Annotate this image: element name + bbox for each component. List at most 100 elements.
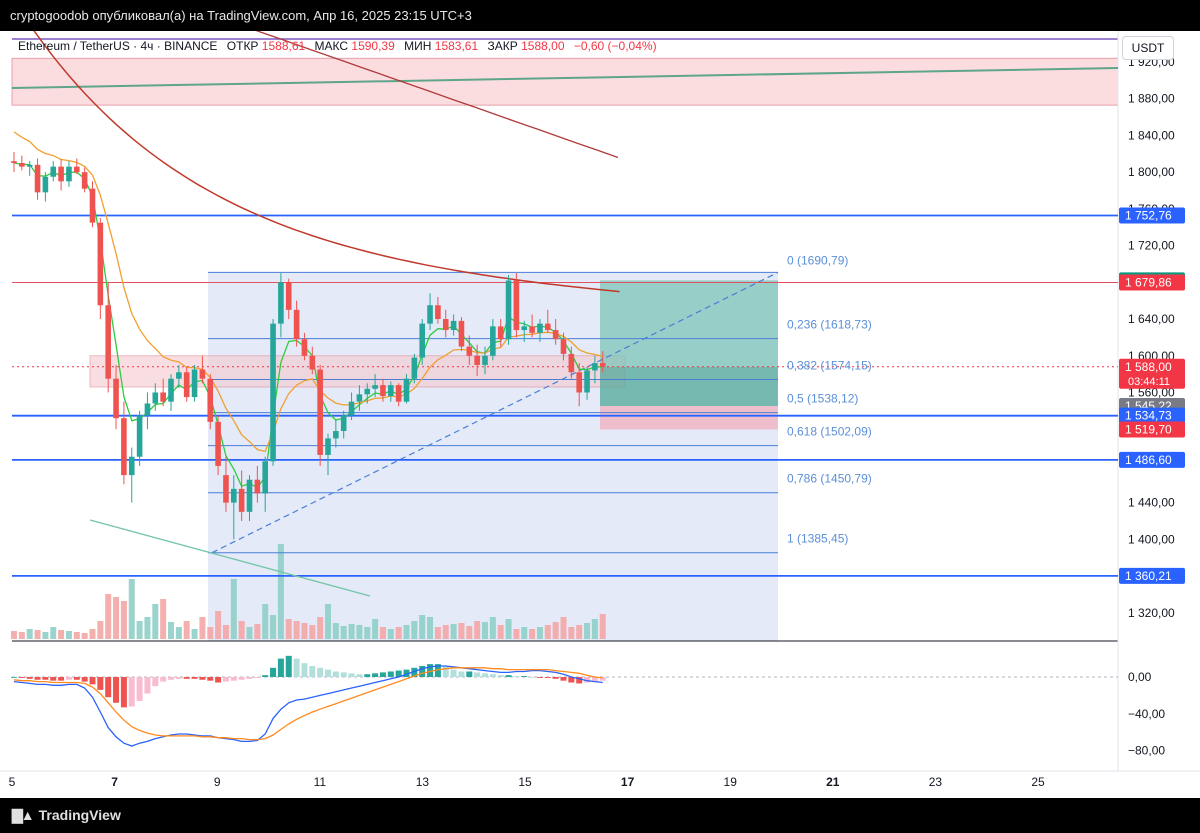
position-filled-zone xyxy=(600,366,778,407)
volume-bar xyxy=(58,630,65,639)
volume-bar xyxy=(560,617,567,639)
macd-histogram-bar xyxy=(215,677,222,683)
volume-bar xyxy=(42,632,49,639)
time-axis-tick: 9 xyxy=(214,775,221,789)
legend-close-value: 1588,00 xyxy=(521,39,565,53)
price-badge-label: 1 679,86 xyxy=(1125,275,1172,289)
volume-bar xyxy=(395,627,402,639)
macd-histogram-bar xyxy=(497,675,504,677)
candle-body xyxy=(537,323,543,333)
volume-bar xyxy=(403,625,410,639)
legend-low-value: 1583,61 xyxy=(435,39,479,53)
candle-body xyxy=(152,392,159,404)
currency-selector[interactable]: USDT xyxy=(1122,36,1174,60)
macd-histogram-bar xyxy=(65,677,72,680)
resistance-zone xyxy=(11,57,1119,106)
fib-level-label: 0,382 (1574,15) xyxy=(787,358,872,372)
volume-bar xyxy=(152,604,159,639)
volume-bar xyxy=(238,621,245,639)
candle-body xyxy=(215,421,221,466)
volume-bar xyxy=(18,632,25,639)
candle-body xyxy=(521,326,528,331)
volume-bar xyxy=(207,627,214,639)
macd-histogram-bar xyxy=(160,677,167,682)
volume-bar xyxy=(191,629,198,639)
volume-bar xyxy=(536,627,543,639)
volume-bar xyxy=(450,624,457,639)
volume-bar xyxy=(568,627,575,639)
candle-body xyxy=(395,385,402,402)
candle-body xyxy=(176,372,182,379)
candle-body xyxy=(490,326,496,356)
macd-histogram-bar xyxy=(356,674,363,677)
volume-bar xyxy=(458,623,465,639)
macd-histogram-bar xyxy=(474,672,481,677)
fib-level-label: 0,786 (1450,79) xyxy=(787,472,872,486)
candle-body xyxy=(293,309,300,340)
volume-bar xyxy=(11,631,17,639)
position-loss-zone xyxy=(600,406,778,430)
macd-histogram-bar xyxy=(325,669,331,677)
macd-histogram-bar xyxy=(458,671,465,677)
volume-bar xyxy=(168,622,174,639)
candle-body xyxy=(505,280,512,340)
candle-body xyxy=(50,166,57,177)
support-trendline xyxy=(89,519,371,597)
volume-bar xyxy=(482,622,488,639)
candle-body xyxy=(223,475,229,503)
price-axis-tick: 1 320,00 xyxy=(1128,606,1175,620)
macd-histogram-bar xyxy=(340,672,347,677)
volume-bar xyxy=(285,619,292,639)
macd-histogram-bar xyxy=(419,665,426,677)
macd-histogram-bar xyxy=(332,671,339,677)
macd-histogram-bar xyxy=(191,677,198,679)
macd-histogram-bar xyxy=(521,676,528,677)
macd-histogram-bar xyxy=(136,677,143,701)
price-badge-label: 1 752,76 xyxy=(1125,209,1172,223)
macd-histogram-bar xyxy=(348,673,355,677)
candle-body xyxy=(121,418,127,476)
price-badge xyxy=(1119,207,1185,224)
candle-body xyxy=(427,305,433,324)
candle-body xyxy=(513,280,520,331)
tradingview-logo[interactable]: ▇▲ TradingView xyxy=(12,807,121,824)
candle-body xyxy=(34,164,41,193)
price-badge-label: 1 534,73 xyxy=(1125,409,1172,423)
candle-body xyxy=(42,176,49,193)
volume-bar xyxy=(270,615,277,639)
macd-histogram-bar xyxy=(568,677,575,683)
candle-body xyxy=(545,323,551,331)
macd-histogram-bar xyxy=(175,677,182,679)
macd-histogram-bar xyxy=(576,677,583,684)
price-badge-label: 1 588,00 xyxy=(1125,360,1172,374)
macd-histogram-bar xyxy=(285,655,292,677)
macd-histogram-bar xyxy=(277,658,284,677)
candle-body xyxy=(411,357,418,379)
macd-histogram-bar xyxy=(434,664,441,677)
macd-histogram-bar xyxy=(50,677,57,681)
price-badge xyxy=(1119,407,1185,424)
macd-histogram-bar xyxy=(128,677,135,707)
macd-histogram-bar xyxy=(293,658,300,677)
price-axis-tick: 1 880,00 xyxy=(1128,92,1175,106)
volume-bar xyxy=(474,621,481,639)
candle-body xyxy=(592,363,598,371)
macd-histogram-bar xyxy=(73,677,80,680)
time-axis-tick: 5 xyxy=(9,775,16,789)
volume-bar xyxy=(364,627,371,639)
price-axis-tick: 1 800,00 xyxy=(1128,165,1175,179)
candle-body xyxy=(333,431,339,439)
volume-bar xyxy=(230,579,237,639)
legend-open-label: ОТКР xyxy=(227,39,259,53)
candle-body xyxy=(599,363,606,367)
price-chart[interactable]: 0 (1690,79) 0,236 (1618,73) 0,382 (1574,15… xyxy=(0,31,1200,798)
candle-body xyxy=(419,323,425,358)
volume-bar xyxy=(175,627,182,639)
macd-histogram-bar xyxy=(26,677,33,679)
volume-bar xyxy=(340,626,347,639)
chart-panel[interactable]: 0 (1690,79) 0,236 (1618,73) 0,382 (1574,15… xyxy=(0,31,1200,798)
macd-histogram-bar xyxy=(89,677,96,685)
macd-histogram-bar xyxy=(42,677,49,680)
macd-histogram-bar xyxy=(238,677,245,680)
volume-bar xyxy=(411,621,418,639)
